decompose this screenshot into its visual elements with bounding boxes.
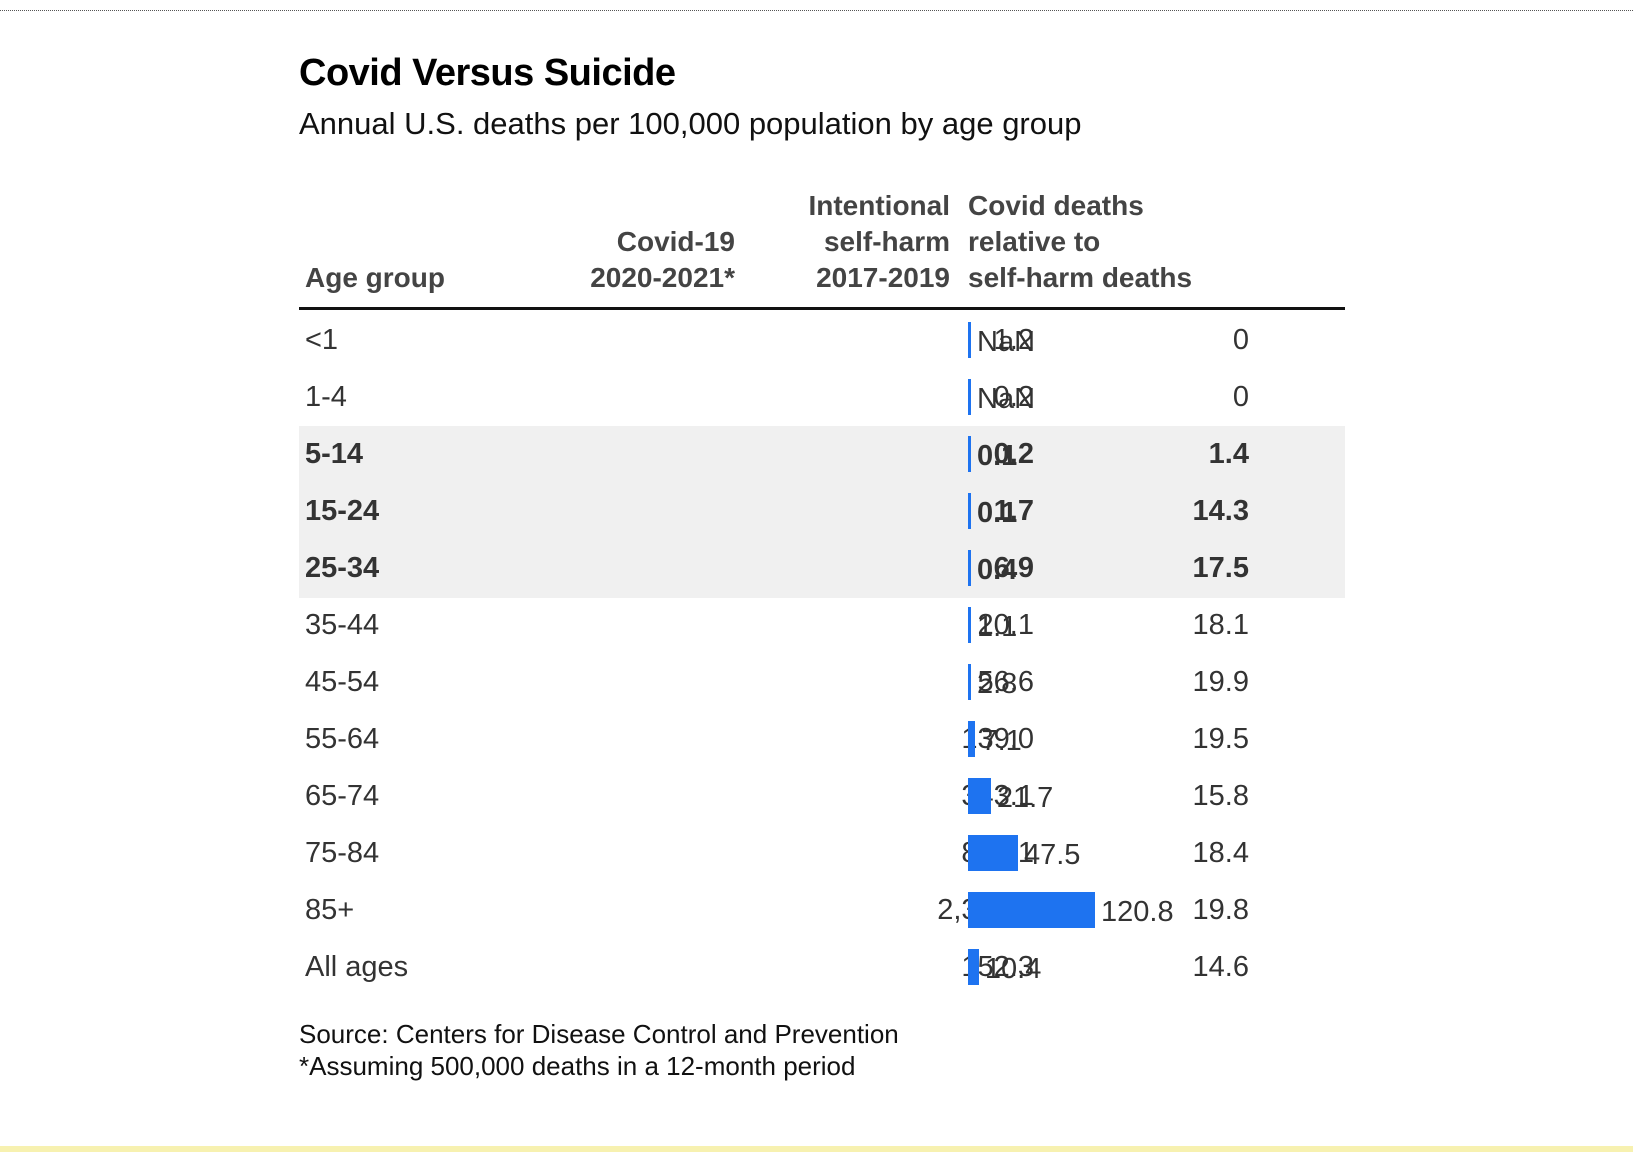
bottom-accent-strip: [0, 1146, 1633, 1152]
header-selfharm-line-2: self-harm: [823, 226, 950, 257]
chart-title: Covid Versus Suicide: [299, 52, 676, 94]
header-covid-line-1: Covid-19: [616, 226, 735, 257]
age-group-cell: 25-34: [305, 552, 380, 584]
ratio-bar: [968, 835, 1018, 871]
header-age-line-1: Age group: [305, 262, 445, 293]
age-group-cell: 1-4: [305, 381, 347, 413]
header-relative-line-2: relative to: [968, 226, 1101, 257]
covid-rate-cell: 6.9: [993, 552, 1034, 584]
highlight-band: [299, 426, 1345, 598]
header-rule: [299, 307, 1345, 310]
ratio-bar: [968, 721, 976, 757]
ratio-bar: [968, 607, 971, 643]
selfharm-rate-cell: 19.8: [1192, 894, 1249, 926]
covid-rate-cell: 56.6: [977, 666, 1034, 698]
ratio-label: NaN: [977, 326, 1036, 358]
selfharm-rate-cell: 14.6: [1192, 951, 1249, 983]
table-row: 45-54 56.6 19.9 2.8: [299, 654, 1345, 711]
table-row: 55-64 139.0 19.5 7.1: [299, 711, 1345, 768]
table-row: 5-14 0.2 1.4 0.1: [299, 426, 1345, 483]
covid-rate-cell: 0.2: [993, 381, 1034, 413]
table-row: 25-34 6.9 17.5 0.4: [299, 540, 1345, 597]
header-age-group: Age group: [305, 260, 445, 296]
header-selfharm-line-3: 2017-2019: [816, 262, 950, 293]
ratio-bar: [968, 664, 971, 700]
header-covid-line-2: 2020-2021*: [590, 262, 735, 293]
ratio-label: NaN: [977, 383, 1036, 415]
ratio-bar: [968, 436, 971, 472]
selfharm-rate-cell: 14.3: [1192, 495, 1249, 527]
selfharm-rate-cell: 19.9: [1192, 666, 1249, 698]
age-group-cell: 75-84: [305, 837, 380, 869]
top-dotted-rule: [0, 10, 1633, 11]
age-group-cell: <1: [305, 324, 339, 356]
header-selfharm: Intentional self-harm 2017-2019: [808, 188, 950, 296]
age-group-cell: 5-14: [305, 438, 364, 470]
selfharm-rate-cell: 0: [1232, 324, 1249, 356]
age-group-cell: 85+: [305, 894, 355, 926]
age-group-cell: 65-74: [305, 780, 380, 812]
covid-rate-cell: 1.2: [993, 324, 1034, 356]
age-group-cell: 55-64: [305, 723, 380, 755]
selfharm-rate-cell: 19.5: [1192, 723, 1249, 755]
source-note: Source: Centers for Disease Control and …: [299, 1019, 899, 1049]
ratio-label: 0.4: [977, 554, 1018, 586]
table-row: 75-84873.118.447.5: [299, 825, 1345, 882]
ratio-bar: [968, 949, 979, 985]
header-selfharm-line-1: Intentional: [808, 190, 950, 221]
age-group-cell: 15-24: [305, 495, 380, 527]
table-row: 15-24 1.7 14.3 0.1: [299, 483, 1345, 540]
table-row: <1 1.2 0 NaN: [299, 312, 1345, 369]
covid-rate-cell: 0.2: [993, 438, 1034, 470]
ratio-label: 7.1: [981, 725, 1022, 757]
selfharm-rate-cell: 15.8: [1192, 780, 1249, 812]
footnote: Source: Centers for Disease Control and …: [299, 1018, 899, 1082]
table-row: 1-4 0.2 0 NaN: [299, 369, 1345, 426]
selfharm-rate-cell: 17.5: [1192, 552, 1249, 584]
ratio-bar: [968, 379, 971, 415]
ratio-bar: [968, 550, 971, 586]
ratio-label: 0.1: [977, 440, 1018, 472]
selfharm-rate-cell: 18.1: [1192, 609, 1249, 641]
age-group-cell: 45-54: [305, 666, 380, 698]
age-group-cell: 35-44: [305, 609, 380, 641]
ratio-bar: [968, 892, 1095, 928]
ratio-label: 2.8: [977, 668, 1018, 700]
ratio-label: 47.5: [1023, 839, 1081, 871]
ratio-label: 0.1: [977, 497, 1018, 529]
ratio-label: 1.1: [977, 611, 1018, 643]
ratio-label: 10.4: [984, 953, 1042, 985]
chart-subtitle: Annual U.S. deaths per 100,000 populatio…: [299, 106, 1082, 141]
header-covid: Covid-19 2020-2021*: [590, 224, 735, 296]
age-group-cell: All ages: [305, 951, 409, 983]
ratio-bar: [968, 493, 971, 529]
table-row: 35-44 20.1 18.1 1.1: [299, 597, 1345, 654]
header-relative-line-1: Covid deaths: [968, 190, 1144, 221]
covid-rate-cell: 1.7: [993, 495, 1034, 527]
header-relative-line-3: self-harm deaths: [968, 262, 1193, 293]
selfharm-rate-cell: 0: [1232, 381, 1249, 413]
selfharm-rate-cell: 1.4: [1208, 438, 1249, 470]
assumption-note: *Assuming 500,000 deaths in a 12-month p…: [299, 1051, 856, 1081]
header-relative: Covid deaths relative to self-harm death…: [968, 188, 1192, 296]
ratio-bar: [968, 322, 971, 358]
selfharm-rate-cell: 18.4: [1192, 837, 1249, 869]
ratio-label: 21.7: [996, 782, 1054, 814]
table-row: All ages 152.3 14.6 10.4: [299, 939, 1345, 996]
ratio-label: 120.8: [1101, 896, 1174, 928]
table-row: 65-74 343.1 15.8 21.7: [299, 768, 1345, 825]
ratio-bar: [968, 778, 991, 814]
covid-rate-cell: 20.1: [977, 609, 1034, 641]
